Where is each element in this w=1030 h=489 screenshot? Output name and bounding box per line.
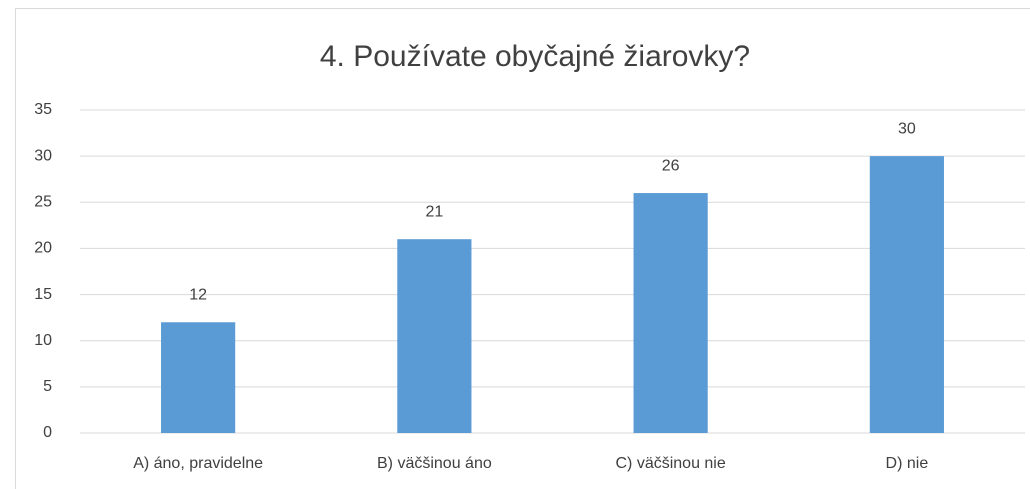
x-tick-label: A) áno, pravidelne xyxy=(133,455,263,472)
bar xyxy=(869,156,944,433)
x-tick-label: D) nie xyxy=(886,455,929,472)
data-label: 21 xyxy=(425,203,443,220)
data-label: 30 xyxy=(898,120,916,137)
y-tick-label: 10 xyxy=(34,332,52,349)
chart-border xyxy=(15,8,1030,489)
data-label: 26 xyxy=(662,157,680,174)
x-tick-label: B) väčšinou áno xyxy=(377,455,492,472)
y-tick-label: 0 xyxy=(43,424,52,441)
bar xyxy=(161,322,236,433)
y-tick-label: 20 xyxy=(34,240,52,257)
y-tick-label: 25 xyxy=(34,194,52,211)
chart-title: 4. Používate obyčajné žiarovky? xyxy=(320,40,750,73)
y-tick-label: 30 xyxy=(34,147,52,164)
x-tick-label: C) väčšinou nie xyxy=(615,455,725,472)
bar xyxy=(397,239,472,433)
y-tick-label: 35 xyxy=(34,101,52,118)
y-tick-label: 5 xyxy=(43,378,52,395)
data-label: 12 xyxy=(189,286,207,303)
bar xyxy=(633,193,708,433)
y-tick-label: 15 xyxy=(34,286,52,303)
